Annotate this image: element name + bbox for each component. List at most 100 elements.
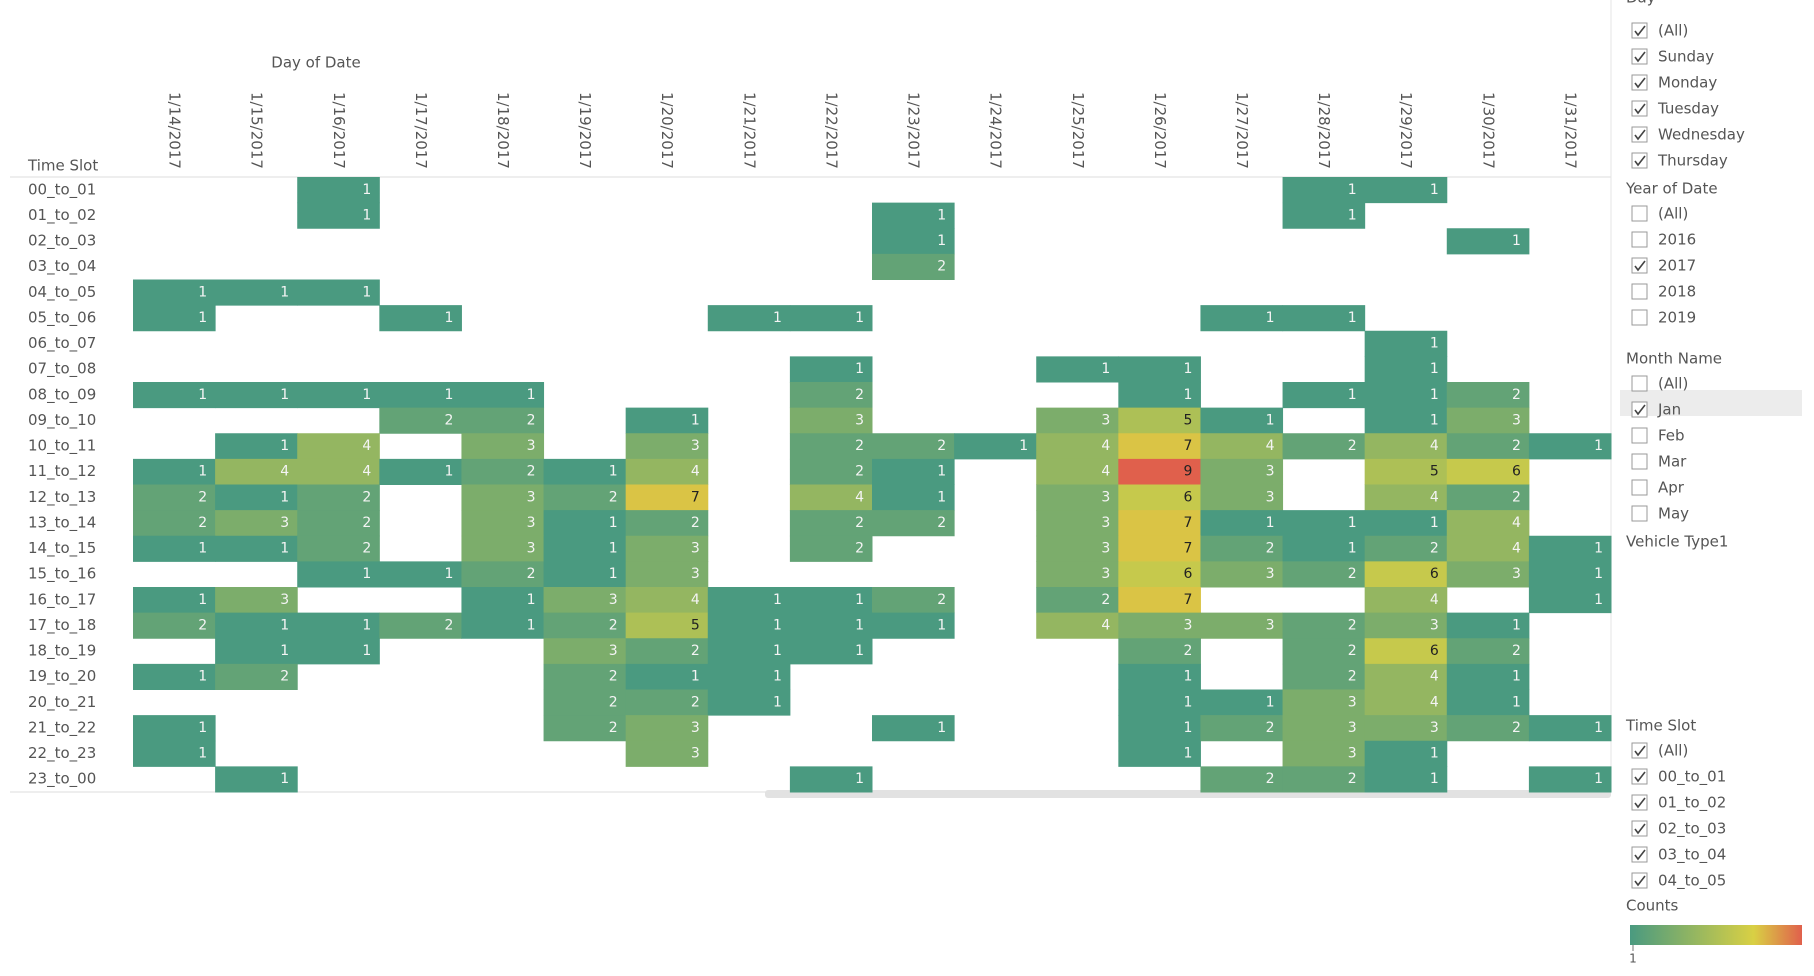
checkbox[interactable] bbox=[1631, 231, 1648, 248]
cell-label: 1 bbox=[1184, 387, 1193, 403]
filter-option[interactable]: Jan bbox=[1657, 401, 1681, 419]
heatmap-cell bbox=[1282, 433, 1366, 460]
filter-option[interactable]: 2017 bbox=[1658, 257, 1696, 275]
checkbox[interactable] bbox=[1631, 152, 1648, 169]
cell-label: 2 bbox=[1512, 438, 1521, 454]
filter-option[interactable]: Apr bbox=[1658, 479, 1685, 497]
cell-label: 1 bbox=[527, 592, 536, 608]
filter-option[interactable]: (All) bbox=[1658, 375, 1688, 393]
heatmap-cell bbox=[133, 715, 216, 742]
checkbox[interactable] bbox=[1631, 846, 1648, 863]
checkbox[interactable] bbox=[1631, 427, 1648, 444]
cell-label: 1 bbox=[198, 284, 207, 300]
checkbox[interactable] bbox=[1631, 872, 1648, 889]
checkbox[interactable] bbox=[1631, 401, 1648, 418]
checkbox[interactable] bbox=[1631, 126, 1648, 143]
cell-label: 5 bbox=[1430, 464, 1439, 480]
cell-label: 2 bbox=[1348, 438, 1357, 454]
cell-label: 1 bbox=[280, 643, 289, 659]
heatmap-cell bbox=[625, 689, 709, 716]
filter-option[interactable]: 2019 bbox=[1658, 309, 1696, 327]
heatmap-cell bbox=[872, 587, 955, 614]
cell-label: 1 bbox=[773, 694, 782, 710]
checkbox[interactable] bbox=[1631, 309, 1648, 326]
checkbox[interactable] bbox=[1631, 375, 1648, 392]
filter-option[interactable]: Tuesday bbox=[1657, 100, 1719, 118]
x-tick-label: 1/17/2017 bbox=[412, 92, 430, 169]
heatmap-cell bbox=[1200, 484, 1284, 511]
filter-option[interactable]: (All) bbox=[1658, 22, 1688, 40]
x-tick-label: 1/18/2017 bbox=[494, 92, 512, 169]
heatmap-cell bbox=[625, 433, 709, 460]
x-tick-label: 1/15/2017 bbox=[248, 92, 266, 169]
cell-label: 1 bbox=[1184, 720, 1193, 736]
cell-label: 2 bbox=[1348, 643, 1357, 659]
heatmap-cell bbox=[1446, 561, 1530, 588]
filter-option[interactable]: 00_to_01 bbox=[1658, 768, 1726, 787]
heatmap-cell bbox=[1446, 407, 1530, 434]
heatmap-cell bbox=[1118, 638, 1201, 665]
cell-label: 6 bbox=[1512, 464, 1521, 480]
filter-option[interactable]: 03_to_04 bbox=[1658, 846, 1726, 865]
heatmap-cell bbox=[133, 587, 216, 614]
filter-option[interactable]: 04_to_05 bbox=[1658, 872, 1726, 891]
heatmap-cell bbox=[133, 535, 216, 562]
checkbox[interactable] bbox=[1631, 768, 1648, 785]
heatmap-cell bbox=[872, 433, 955, 460]
filter-option[interactable]: (All) bbox=[1658, 205, 1688, 223]
heatmap-cell bbox=[133, 740, 216, 767]
checkbox[interactable] bbox=[1631, 74, 1648, 91]
heatmap-cell bbox=[461, 587, 545, 614]
heatmap-cell bbox=[1200, 612, 1284, 639]
filter-title: Month Name bbox=[1626, 350, 1722, 368]
heatmap-cell bbox=[133, 279, 216, 306]
heatmap-cell bbox=[133, 663, 216, 690]
filter-option[interactable]: Monday bbox=[1658, 74, 1717, 92]
cell-label: 1 bbox=[1430, 412, 1439, 428]
y-tick-label: 13_to_14 bbox=[28, 513, 96, 532]
filter-option[interactable]: Feb bbox=[1658, 427, 1685, 445]
filter-option[interactable]: 2016 bbox=[1658, 231, 1696, 249]
heatmap-cell bbox=[1036, 612, 1119, 639]
heatmap-cell bbox=[1036, 561, 1119, 588]
filter-option[interactable]: Thursday bbox=[1657, 152, 1728, 170]
filter-option[interactable]: (All) bbox=[1658, 742, 1688, 760]
filter-option[interactable]: May bbox=[1658, 505, 1689, 523]
heatmap-cell bbox=[954, 433, 1037, 460]
cell-label: 2 bbox=[609, 669, 618, 685]
checkbox[interactable] bbox=[1631, 257, 1648, 274]
heatmap-cell bbox=[1528, 587, 1612, 614]
checkbox[interactable] bbox=[1631, 820, 1648, 837]
checkbox[interactable] bbox=[1631, 48, 1648, 65]
heatmap-cell bbox=[461, 407, 545, 434]
heatmap-cell bbox=[707, 587, 791, 614]
cell-label: 3 bbox=[1266, 566, 1275, 582]
checkbox[interactable] bbox=[1631, 100, 1648, 117]
checkbox[interactable] bbox=[1631, 205, 1648, 222]
cell-label: 1 bbox=[280, 284, 289, 300]
cell-label: 1 bbox=[937, 617, 946, 633]
cell-label: 3 bbox=[280, 515, 289, 531]
cell-label: 1 bbox=[362, 387, 371, 403]
cell-label: 2 bbox=[445, 412, 454, 428]
filter-option[interactable]: 02_to_03 bbox=[1658, 820, 1726, 839]
checkbox[interactable] bbox=[1631, 742, 1648, 759]
checkbox[interactable] bbox=[1631, 453, 1648, 470]
cell-label: 4 bbox=[280, 464, 289, 480]
cell-label: 2 bbox=[527, 464, 536, 480]
scrollbar[interactable] bbox=[765, 790, 1611, 798]
heatmap-cell bbox=[215, 766, 298, 793]
filter-option[interactable]: 2018 bbox=[1658, 283, 1696, 301]
heatmap-cell bbox=[1282, 202, 1366, 229]
cell-label: 1 bbox=[1430, 336, 1439, 352]
checkbox[interactable] bbox=[1631, 505, 1648, 522]
filter-option[interactable]: Sunday bbox=[1658, 48, 1714, 66]
checkbox[interactable] bbox=[1631, 22, 1648, 39]
filter-option[interactable]: 01_to_02 bbox=[1658, 794, 1726, 813]
checkbox[interactable] bbox=[1631, 794, 1648, 811]
checkbox[interactable] bbox=[1631, 283, 1648, 300]
filter-option[interactable]: Mar bbox=[1658, 453, 1687, 471]
checkbox[interactable] bbox=[1631, 479, 1648, 496]
heatmap-cell bbox=[133, 612, 216, 639]
filter-option[interactable]: Wednesday bbox=[1658, 126, 1745, 144]
